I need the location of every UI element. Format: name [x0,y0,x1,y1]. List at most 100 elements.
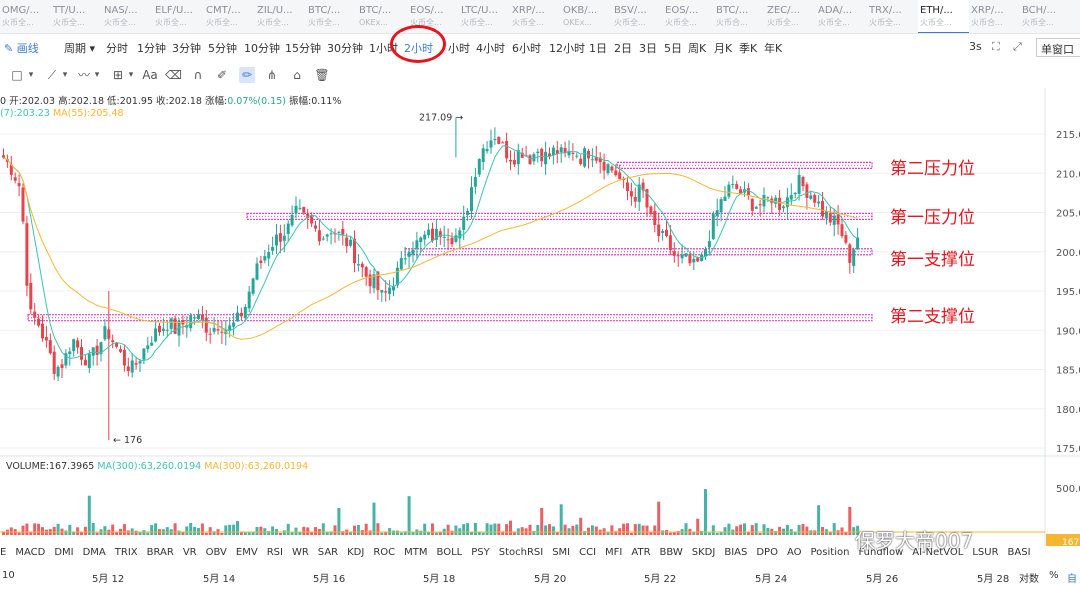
indicator-tab[interactable]: TRIX [114,547,138,558]
trash-icon[interactable]: 🗑 [314,68,330,82]
period-item[interactable]: 12小时 [549,42,585,55]
ticker-tab[interactable]: EOS/... 火币全... [663,0,714,33]
indicator-tab[interactable]: EMV [235,547,258,558]
period-dropdown[interactable]: 周期 ▾ [64,40,95,56]
period-item[interactable]: 3日 [639,42,657,55]
indicator-tab[interactable]: AO [786,547,802,558]
indicator-tab[interactable]: StochRSI [498,547,544,558]
candle-body [130,360,134,373]
period-item[interactable]: 10分钟 [244,42,280,55]
chevron-down-icon[interactable]: ▾ [94,70,100,80]
ticker-tab[interactable]: CMT/... 火币全... [204,0,255,33]
screenshot-icon[interactable]: ⛶ [992,40,1000,53]
ticker-tab[interactable]: TT/U... 火币全... [51,0,102,33]
indicator-tab[interactable]: RSI [266,547,283,558]
period-item[interactable]: 5分钟 [208,42,237,55]
chevron-down-icon[interactable]: ▾ [28,70,34,80]
period-item[interactable]: 30分钟 [327,42,363,55]
ticker-tab[interactable]: ADA/... 火币全... [816,0,867,33]
auto-scale-toggle[interactable]: 自 [1067,574,1077,585]
indicator-tab[interactable]: BBW [659,547,683,558]
indicator-tab[interactable]: AI-NetVOL [912,547,964,558]
ticker-tab[interactable]: ZEC/... 火币全... [765,0,816,33]
indicator-tab[interactable]: DMA [82,547,106,558]
indicator-tab[interactable]: BRAR [146,547,174,558]
ticker-tab[interactable]: TRX/... 火币全... [867,0,918,33]
ticker-tab[interactable]: BTC/... 火币合... [714,0,765,33]
ticker-tab[interactable]: XRP/... 火币合... [969,0,1020,33]
indicator-tab[interactable]: MTM [404,547,428,558]
indicator-tab[interactable]: DPO [756,547,778,558]
period-item[interactable]: 15分钟 [285,42,321,55]
period-item[interactable]: 分时 [106,42,128,55]
ticker-tab[interactable]: BCH/... 火币全... [1020,0,1071,33]
ticker-tab[interactable]: BTC/... 火币全... [306,0,357,33]
indicator-tab[interactable]: SMI [552,547,571,558]
period-item[interactable]: 5日 [664,42,682,55]
chevron-down-icon[interactable]: ▾ [128,70,134,80]
indicator-tab[interactable]: OBV [205,547,227,558]
period-item[interactable]: 小时 [448,42,470,55]
magnet-icon[interactable]: ∩ [193,68,203,82]
indicator-tab[interactable]: Position [810,547,850,558]
indicator-tab[interactable]: KDJ [347,547,365,558]
eraser-icon[interactable]: ⌫ [165,68,182,82]
period-item[interactable]: 3分钟 [172,42,201,55]
log-scale-toggle[interactable]: 对数 [1019,574,1039,585]
ticker-tab[interactable]: ELF/U... 火币全... [153,0,204,33]
indicator-tab[interactable]: BIAS [724,547,748,558]
ticker-tab[interactable]: LTC/U... 火币全... [459,0,510,33]
period-item[interactable]: 年K [764,42,783,55]
ticker-tab[interactable]: NAS/... 火币全... [102,0,153,33]
ruler-icon[interactable]: ✐ [216,68,228,82]
period-item[interactable]: 1日 [589,42,607,55]
indicator-tab[interactable]: VR [182,547,197,558]
indicator-tab[interactable]: WR [291,547,309,558]
indicator-tab[interactable]: MFI [605,547,623,558]
ticker-tab[interactable]: BSV/... 火币全... [612,0,663,33]
crosshair-icon[interactable]: ⊞ [112,68,124,82]
ticker-tab[interactable]: ZIL/U... 火币全... [255,0,306,33]
indicator-tab[interactable]: ATR [631,547,651,558]
refresh-interval[interactable]: 3s [969,40,982,53]
wave-icon[interactable]: 〰 [77,68,90,82]
lock-icon[interactable]: ⌂ [293,68,301,82]
indicator-tab[interactable]: LSUR [972,547,999,558]
ticker-tab[interactable]: BTC/... OKEx... [357,0,408,33]
indicator-tab[interactable]: SAR [317,547,339,558]
brush-icon[interactable]: ✏ [239,67,255,83]
trend-line-icon[interactable]: ⟋ [47,68,57,82]
period-item[interactable]: 月K [714,42,733,55]
chevron-down-icon[interactable]: ▾ [62,70,68,80]
period-item[interactable]: 6小时 [512,42,541,55]
measure-icon[interactable]: ⋔ [266,68,278,82]
ticker-tab[interactable]: OKB/... OKEx... [561,0,612,33]
indicator-tab[interactable]: BASIS [1007,547,1030,558]
volume-bar [809,530,813,535]
indicator-tab[interactable]: Fundflow [858,547,904,558]
period-item[interactable]: 周K [688,42,707,55]
percent-scale-toggle[interactable]: % [1049,570,1059,581]
period-item[interactable]: 2日 [614,42,632,55]
window-mode-select[interactable]: 单窗口 [1036,38,1080,57]
indicator-tab[interactable]: SKDJ [691,547,716,558]
ticker-tab[interactable]: ETH/... 火币全... [918,0,969,33]
period-item[interactable]: 4小时 [476,42,505,55]
fullscreen-icon[interactable]: ⤢ [1013,40,1022,53]
indicator-tab[interactable]: BOLL [436,547,463,558]
ticker-tab[interactable]: OMG/... 火币全... [0,0,51,33]
indicator-tab[interactable]: PSY [471,547,490,558]
period-item[interactable]: 季K [739,42,758,55]
indicator-tab[interactable]: E [0,547,7,558]
indicator-tab[interactable]: MACD [15,547,46,558]
ticker-tab[interactable]: XRP/... 火币全... [510,0,561,33]
period-item[interactable]: 1分钟 [137,42,166,55]
indicator-tab[interactable]: DMI [54,547,74,558]
square-icon[interactable]: □ [11,68,23,82]
indicator-tab[interactable]: ROC [373,547,396,558]
draw-line-button[interactable]: ✎ 画线 [4,42,39,55]
candlestick-chart[interactable]: 215.0 210.0 205.0 200.0 195.0 190.0 185.0 180.0… [0,88,1080,546]
text-icon[interactable]: Aa [142,68,158,82]
ticker-tab[interactable]: EOS/... 火币全... [408,0,459,33]
indicator-tab[interactable]: CCI [579,547,597,558]
